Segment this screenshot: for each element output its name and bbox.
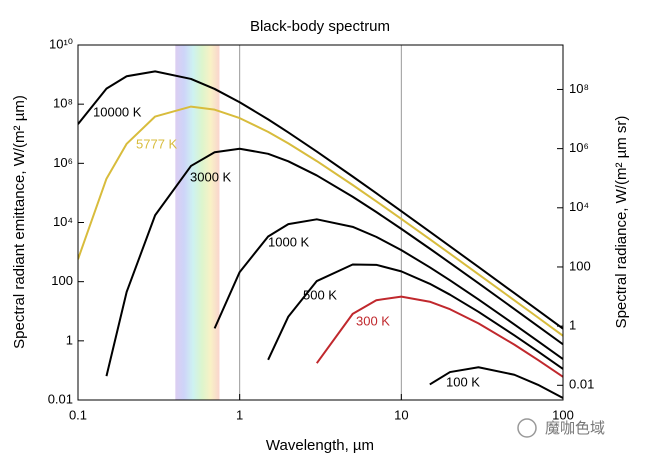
- x-tick-label: 10: [394, 407, 408, 422]
- y2-tick-label: 0.01: [569, 377, 594, 392]
- x-tick-label: 1: [236, 407, 243, 422]
- y-tick-label: 10⁸: [53, 96, 73, 111]
- y-tick-label: 1: [66, 332, 73, 347]
- y-tick-label: 10¹⁰: [49, 36, 73, 51]
- series-label: 5777 K: [136, 136, 178, 151]
- series-line: [78, 70, 563, 330]
- watermark-icon: [517, 418, 537, 438]
- series-line: [105, 147, 563, 377]
- plot-area: [78, 70, 563, 399]
- series-label: 100 K: [446, 374, 480, 389]
- series-line: [213, 218, 563, 360]
- series-label: 300 K: [356, 313, 390, 328]
- series-label: 500 K: [303, 287, 337, 302]
- y-tick-label: 10⁶: [53, 155, 73, 170]
- series-line: [78, 105, 563, 337]
- y-tick-label: 10⁴: [53, 214, 73, 229]
- y-tick-label: 100: [51, 273, 73, 288]
- series-label: 10000 K: [93, 104, 142, 119]
- x-axis-label: Wavelength, µm: [266, 437, 374, 454]
- visible-band: [175, 45, 220, 400]
- watermark: 魔咖色域: [517, 418, 605, 438]
- y2-axis-label: Spectral radiance, W/(m² µm sr): [613, 116, 630, 329]
- chart-title: Black-body spectrum: [250, 18, 390, 35]
- series-line: [267, 263, 563, 370]
- series-line: [429, 366, 563, 399]
- series-label: 1000 K: [268, 234, 310, 249]
- y2-tick-label: 10⁸: [569, 81, 589, 96]
- x-tick-label: 100: [552, 407, 574, 422]
- y-axis-label: Spectral radiant emittance, W/(m² µm): [11, 95, 28, 349]
- series-label: 3000 K: [190, 169, 232, 184]
- y2-tick-label: 10⁴: [569, 199, 589, 214]
- x-tick-label: 0.1: [69, 407, 87, 422]
- y2-tick-label: 100: [569, 258, 591, 273]
- plot-frame: [77, 44, 564, 401]
- watermark-text: 魔咖色域: [545, 420, 605, 437]
- y2-tick-label: 10⁶: [569, 140, 589, 155]
- series-line: [315, 295, 563, 378]
- y2-tick-label: 1: [569, 318, 576, 333]
- y-tick-label: 0.01: [48, 391, 73, 406]
